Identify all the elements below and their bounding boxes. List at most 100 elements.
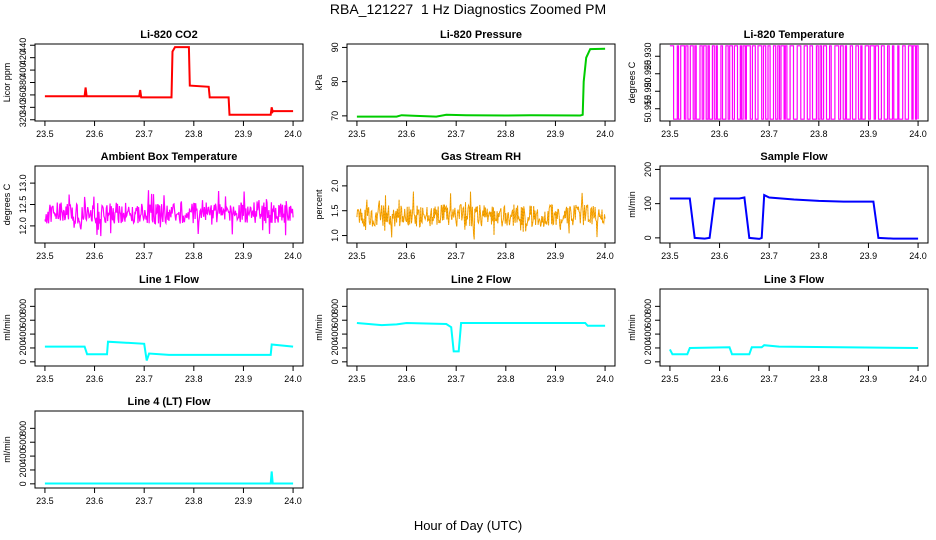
y-tick-label: 50.915 [643, 95, 653, 123]
y-tick-label: 1.5 [330, 204, 340, 217]
x-tick-label: 24.0 [596, 129, 614, 139]
panel-3: Li-820 Temperature degrees C 23.5 23.6 23.7 2… [627, 29, 929, 139]
panel-6: Sample Flow ml/min 23.5 23.6 23.7 23.8 23.9 24.… [627, 151, 929, 261]
x-tick-label: 23.8 [185, 374, 203, 384]
x-tick-label: 23.9 [235, 251, 253, 261]
y-tick-label: 200 [643, 162, 653, 177]
panel-9: Line 3 Flow ml/min 23.5 23.6 23.7 23.8 23.9 24.… [627, 274, 929, 384]
x-tick-label: 23.9 [860, 129, 878, 139]
x-tick-label: 24.0 [284, 374, 302, 384]
panel-10: Line 4 (LT) Flow ml/min 23.5 23.6 23.7 23.8 23… [2, 396, 304, 506]
x-tick-label: 23.6 [398, 129, 416, 139]
y-tick-label: 200 [643, 340, 653, 355]
x-tick-label: 23.5 [36, 496, 54, 506]
y-tick-label: 600 [643, 313, 653, 328]
y-tick-label: 0 [643, 359, 653, 364]
panel-title: Li-820 CO2 [140, 29, 197, 41]
y-tick-label: 70 [330, 111, 340, 121]
x-tick-label: 23.6 [86, 374, 104, 384]
plot-frame [346, 165, 616, 244]
series-line [669, 193, 919, 240]
plot-frame [34, 410, 304, 489]
y-tick-label: 600 [18, 435, 28, 450]
series-line [44, 471, 294, 485]
x-tick-label: 23.5 [36, 129, 54, 139]
x-tick-label: 24.0 [284, 251, 302, 261]
y-tick-label: 0 [330, 359, 340, 364]
x-tick-label: 23.6 [398, 251, 416, 261]
series-line [44, 46, 294, 116]
panel-title: Li-820 Pressure [440, 29, 522, 41]
y-tick-label: 12.0 [18, 217, 28, 235]
plot-frame [659, 288, 929, 367]
x-tick-label: 23.8 [185, 496, 203, 506]
x-tick-label: 23.8 [810, 374, 828, 384]
y-tick-label: 380 [18, 75, 28, 90]
x-tick-label: 23.8 [497, 129, 515, 139]
x-tick-label: 23.9 [547, 251, 565, 261]
x-tick-label: 24.0 [909, 251, 927, 261]
panel-title: Gas Stream RH [441, 151, 521, 163]
x-tick-label: 23.9 [547, 374, 565, 384]
x-tick-label: 24.0 [596, 374, 614, 384]
y-tick-label: 2.0 [330, 180, 340, 193]
x-tick-label: 23.9 [235, 374, 253, 384]
x-tick-label: 23.7 [135, 251, 153, 261]
series-line [356, 47, 606, 118]
y-tick-label: 800 [643, 299, 653, 314]
series-line [669, 45, 919, 120]
x-axis-label: Hour of Day (UTC) [413, 518, 523, 533]
y-tick-label: 800 [330, 299, 340, 314]
y-tick-label: 0 [18, 481, 28, 486]
x-tick-label: 23.7 [135, 129, 153, 139]
panel-5: Gas Stream RH percent 23.5 23.6 23.7 23.8 23.9… [314, 151, 616, 261]
y-tick-label: 420 [18, 50, 28, 65]
x-tick-label: 23.6 [711, 251, 729, 261]
y-axis-label: ml/min [2, 314, 12, 341]
y-tick-label: 50.930 [643, 42, 653, 70]
panel-title: Line 4 (LT) Flow [128, 396, 211, 408]
panel-title: Line 1 Flow [139, 274, 199, 286]
y-axis-label: ml/min [2, 436, 12, 463]
plot-frame [346, 43, 616, 122]
y-tick-label: 50.920 [643, 77, 653, 105]
y-tick-label: 200 [18, 340, 28, 355]
x-tick-label: 24.0 [284, 129, 302, 139]
x-tick-label: 23.5 [661, 374, 679, 384]
x-tick-label: 23.7 [447, 129, 465, 139]
plot-frame [346, 288, 616, 367]
panel-title: Ambient Box Temperature [101, 151, 238, 163]
panel-title: Line 2 Flow [451, 274, 511, 286]
x-tick-label: 23.5 [348, 251, 366, 261]
x-tick-label: 23.6 [711, 374, 729, 384]
plot-frame [34, 165, 304, 244]
panel-7: Line 1 Flow ml/min 23.5 23.6 23.7 23.8 23.9 24.… [2, 274, 304, 384]
y-tick-label: 320 [18, 112, 28, 127]
x-tick-label: 23.5 [661, 129, 679, 139]
x-tick-label: 23.7 [447, 251, 465, 261]
x-tick-label: 23.9 [860, 251, 878, 261]
y-axis-label: ml/min [627, 314, 637, 341]
y-tick-label: 800 [18, 421, 28, 436]
y-tick-label: 800 [18, 299, 28, 314]
x-tick-label: 23.8 [810, 251, 828, 261]
series-line [669, 344, 919, 356]
x-tick-label: 24.0 [596, 251, 614, 261]
y-axis-label: ml/min [627, 191, 637, 218]
series-points [356, 191, 606, 240]
panel-title: Line 3 Flow [764, 274, 824, 286]
x-tick-label: 23.7 [760, 129, 778, 139]
plot-frame [34, 43, 304, 122]
y-tick-label: 100 [643, 196, 653, 211]
x-tick-label: 23.8 [185, 129, 203, 139]
plot-frame [659, 165, 929, 244]
y-axis-label: percent [314, 189, 324, 220]
x-tick-label: 23.5 [348, 374, 366, 384]
y-tick-label: 50.925 [643, 60, 653, 88]
main-title: RBA_121227 1 Hz Diagnostics Zoomed PM [329, 1, 607, 17]
y-axis-label: ml/min [314, 314, 324, 341]
x-tick-label: 23.7 [135, 374, 153, 384]
y-tick-label: 200 [18, 462, 28, 477]
plot-frame [659, 43, 929, 122]
y-tick-label: 340 [18, 100, 28, 115]
